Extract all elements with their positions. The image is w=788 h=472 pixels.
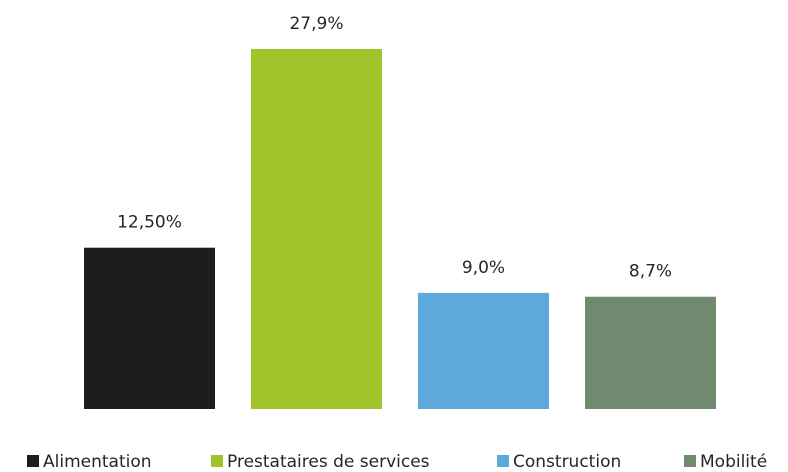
bar (251, 49, 382, 409)
legend-swatch (497, 455, 509, 467)
legend-label: Construction (513, 452, 621, 472)
bar (84, 247, 215, 409)
value-label: 9,0% (462, 258, 505, 278)
legend-label: Prestataires de services (227, 452, 430, 472)
legend-swatch (211, 455, 223, 467)
legend-swatch (684, 455, 696, 467)
legend-label: Alimentation (43, 452, 152, 472)
legend-label: Mobilité (700, 452, 767, 472)
value-label: 12,50% (117, 213, 182, 233)
value-label: 8,7% (629, 262, 672, 282)
bar (418, 292, 549, 409)
legend-swatch (27, 455, 39, 467)
bar (585, 296, 716, 409)
value-label: 27,9% (289, 14, 343, 34)
